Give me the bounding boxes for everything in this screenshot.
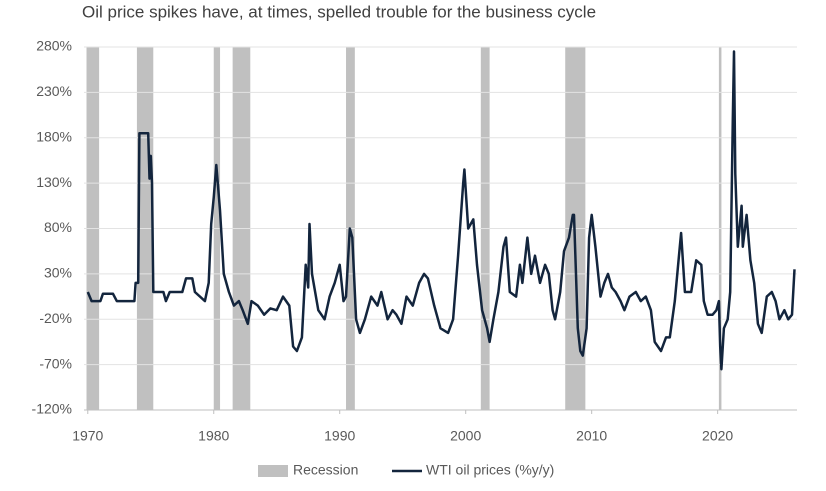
x-tick-label: 2010 xyxy=(576,428,607,444)
y-tick-label: -70% xyxy=(39,355,72,371)
y-tick-label: -20% xyxy=(39,310,72,326)
x-tick-label: 1980 xyxy=(198,428,229,444)
line xyxy=(86,50,796,371)
y-tick-label: 80% xyxy=(44,219,72,235)
y-tick-label: -120% xyxy=(32,401,72,417)
x-tick-label: 1970 xyxy=(72,428,103,444)
y-tick-label: 180% xyxy=(36,128,72,144)
x-tick-label: 1990 xyxy=(324,428,355,444)
chart-title: Oil price spikes have, at times, spelled… xyxy=(82,2,596,21)
y-tick-label: 30% xyxy=(44,265,72,281)
y-tick-label: 280% xyxy=(36,38,72,54)
y-tick-label: 230% xyxy=(36,83,72,99)
legend-swatch xyxy=(258,465,288,477)
x-tick-label: 2000 xyxy=(450,428,481,444)
x-tick-label: 2020 xyxy=(702,428,733,444)
y-tick-label: 130% xyxy=(36,174,72,190)
legend-label: Recession xyxy=(293,462,358,478)
legend-label: WTI oil prices (%y/y) xyxy=(426,462,554,478)
